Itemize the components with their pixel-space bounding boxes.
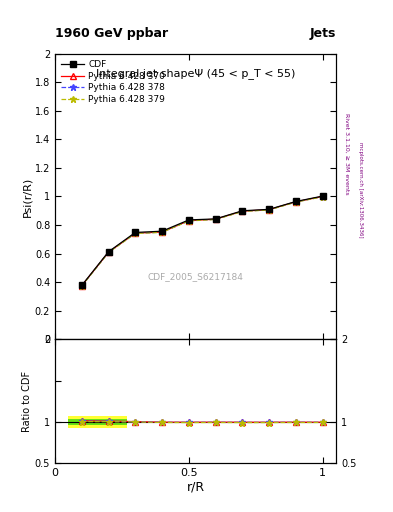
- Bar: [68, 419, 127, 425]
- Y-axis label: Psi(r/R): Psi(r/R): [22, 176, 32, 217]
- X-axis label: r/R: r/R: [186, 481, 205, 494]
- Y-axis label: Ratio to CDF: Ratio to CDF: [22, 371, 32, 432]
- Text: Jets: Jets: [310, 27, 336, 40]
- Text: 1960 GeV ppbar: 1960 GeV ppbar: [55, 27, 168, 40]
- Text: CDF_2005_S6217184: CDF_2005_S6217184: [148, 272, 243, 281]
- Legend: CDF, Pythia 6.428 370, Pythia 6.428 378, Pythia 6.428 379: CDF, Pythia 6.428 370, Pythia 6.428 378,…: [59, 58, 167, 106]
- Text: Rivet 3.1.10, ≥ 3M events: Rivet 3.1.10, ≥ 3M events: [344, 113, 349, 195]
- Text: Integral jet shapeΨ (45 < p_T < 55): Integral jet shapeΨ (45 < p_T < 55): [96, 68, 295, 79]
- Text: mcplots.cern.ch [arXiv:1306.3436]: mcplots.cern.ch [arXiv:1306.3436]: [358, 142, 364, 237]
- Bar: [68, 416, 127, 428]
